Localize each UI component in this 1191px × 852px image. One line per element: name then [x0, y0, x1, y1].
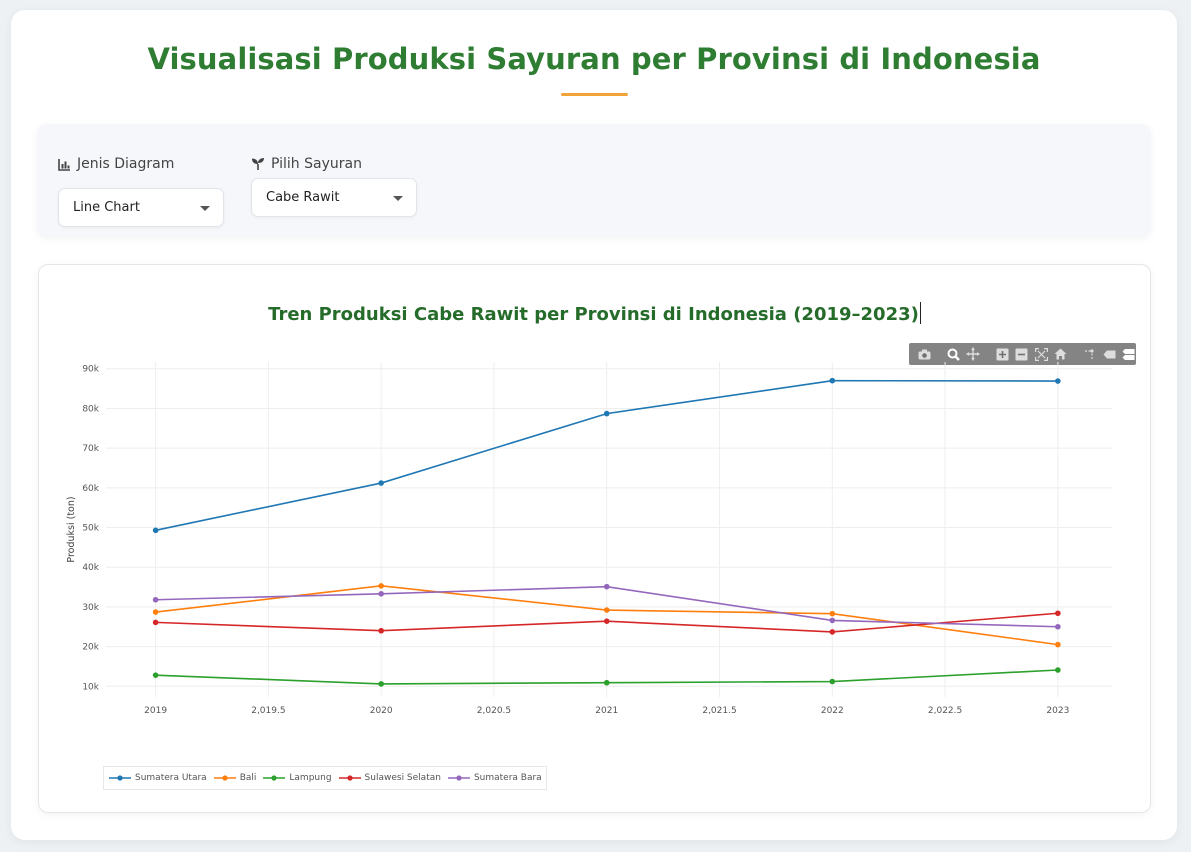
data-point[interactable] [829, 377, 836, 384]
pan-icon[interactable] [966, 346, 981, 362]
series-sulawesi-selatan [152, 610, 1061, 635]
data-point[interactable] [1055, 667, 1061, 673]
legend-swatch [109, 775, 131, 781]
chart-title: Tren Produksi Cabe Rawit per Provinsi di… [39, 302, 1150, 325]
data-point[interactable] [378, 480, 384, 486]
data-point[interactable] [603, 410, 610, 417]
vegetable-label: Pilih Sayuran [251, 156, 362, 172]
text-cursor [919, 302, 921, 324]
chart-type-label: Jenis Diagram [58, 156, 174, 172]
data-point[interactable] [1055, 378, 1061, 384]
legend-item[interactable]: Bali [213, 773, 257, 783]
vegetable-select[interactable]: Cabe Rawit [251, 178, 417, 217]
x-tick-label: 2,021.5 [702, 706, 736, 716]
chart-type-value: Line Chart [73, 200, 140, 215]
series-lampung [152, 667, 1061, 687]
chevron-down-icon [200, 206, 210, 211]
x-tick-label: 2021 [595, 706, 618, 716]
page-title: Visualisasi Produksi Sayuran per Provins… [147, 42, 1041, 76]
data-point[interactable] [378, 591, 384, 597]
data-point[interactable] [603, 679, 610, 686]
x-tick-label: 2022 [821, 706, 844, 716]
line-chart: 2019 2,019.5 2020 2,020.5 2021 2,021.5 2022 2,0… [66, 362, 1112, 716]
x-tick-label: 2,019.5 [251, 706, 285, 716]
series-bali [152, 583, 1061, 648]
chart-type-label-text: Jenis Diagram [77, 156, 175, 172]
legend-swatch [213, 775, 236, 781]
data-point[interactable] [152, 596, 159, 603]
legend-label: Sumatera Utara [135, 773, 207, 783]
controls-panel: Jenis Diagram Line Chart Pilih Sayuran C… [37, 124, 1151, 237]
legend-label: Lampung [289, 773, 332, 783]
legend-item[interactable]: Lampung [262, 773, 332, 783]
legend-label: Sulawesi Selatan [364, 773, 441, 783]
chart-card: Tren Produksi Cabe Rawit per Provinsi di… [38, 264, 1151, 813]
y-tick-label: 20k [82, 643, 99, 653]
chart-modebar [909, 343, 1136, 365]
legend-swatch [447, 775, 470, 781]
legend-swatch [338, 775, 361, 781]
chart-bar-icon [58, 158, 71, 171]
y-tick-label: 10k [82, 682, 99, 692]
data-point[interactable] [378, 681, 384, 687]
x-tick-label: 2019 [144, 706, 167, 716]
data-point[interactable] [603, 583, 610, 590]
autoscale-icon[interactable] [1033, 346, 1048, 362]
data-point[interactable] [1055, 610, 1061, 617]
data-point[interactable] [829, 617, 836, 624]
grid-lines [106, 362, 1112, 697]
data-point[interactable] [603, 618, 610, 624]
legend-item[interactable]: Sumatera Bara [447, 773, 542, 783]
y-tick-label: 50k [82, 524, 99, 534]
data-point[interactable] [1055, 641, 1061, 648]
y-tick-label: 30k [82, 603, 99, 613]
camera-icon[interactable] [917, 346, 932, 362]
data-point[interactable] [152, 619, 159, 626]
data-point[interactable] [152, 672, 159, 678]
data-point[interactable] [829, 678, 836, 685]
legend-item[interactable]: Sulawesi Selatan [338, 773, 441, 783]
legend-swatch [263, 775, 286, 781]
data-point[interactable] [378, 583, 384, 589]
hover-compare-icon[interactable] [1121, 346, 1136, 362]
data-point[interactable] [152, 609, 159, 615]
legend-label: Sumatera Bara [473, 773, 542, 783]
chevron-down-icon [393, 196, 403, 201]
series-sumatera-utara [152, 377, 1061, 534]
title-underline [561, 93, 628, 96]
seedling-icon [251, 157, 265, 171]
data-point[interactable] [829, 610, 836, 617]
zoom-out-icon[interactable] [1014, 346, 1029, 362]
x-tick-label: 2020 [370, 706, 393, 716]
x-tick-label: 2023 [1046, 706, 1069, 716]
data-point[interactable] [378, 627, 384, 634]
y-tick-label: 90k [82, 365, 99, 375]
chart-type-select[interactable]: Line Chart [58, 188, 224, 227]
spike-lines-icon[interactable] [1082, 346, 1097, 362]
page-container: Visualisasi Produksi Sayuran per Provins… [11, 10, 1177, 840]
y-tick-label: 60k [82, 484, 99, 494]
data-point[interactable] [829, 629, 836, 635]
x-tick-label: 2,020.5 [477, 706, 511, 716]
zoom-in-icon[interactable] [995, 346, 1010, 362]
y-axis-label: Produksi (ton) [66, 496, 77, 562]
vegetable-value: Cabe Rawit [266, 190, 340, 205]
data-point[interactable] [152, 527, 159, 534]
chart-legend: Sumatera Utara Bali Lampung Sulawesi Selata… [103, 766, 547, 790]
data-point[interactable] [603, 607, 610, 613]
data-point[interactable] [1055, 623, 1061, 630]
series-sumatera-bara [152, 583, 1061, 630]
reset-axes-icon[interactable] [1053, 346, 1068, 362]
zoom-icon[interactable] [946, 346, 961, 362]
x-tick-label: 2,022.5 [928, 706, 962, 716]
legend-label: Bali [239, 773, 257, 783]
legend-item[interactable]: Sumatera Utara [108, 773, 207, 783]
y-tick-label: 40k [82, 563, 99, 573]
hover-closest-icon[interactable] [1101, 346, 1116, 362]
y-tick-label: 70k [82, 444, 99, 454]
chart-title-text: Tren Produksi Cabe Rawit per Provinsi di… [268, 304, 919, 325]
y-tick-label: 80k [82, 404, 99, 414]
vegetable-label-text: Pilih Sayuran [271, 156, 362, 172]
